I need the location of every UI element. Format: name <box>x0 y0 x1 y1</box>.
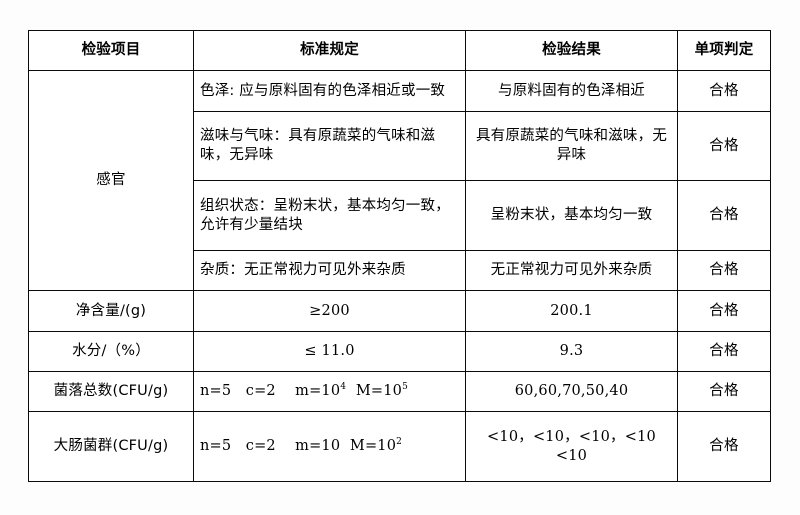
spec-M-exponent: 5 <box>402 382 408 393</box>
item-label-sensory: 感官 <box>28 70 194 292</box>
spec-sensory-texture: 组织状态：呈粉末状，基本均匀一致，允许有少量结块 <box>193 180 466 252</box>
spec-m-exponent: 4 <box>340 382 347 393</box>
spec-M-value: M=10 <box>355 383 403 400</box>
result-total-plate-count: 60,60,70,50,40 <box>465 370 678 413</box>
result-sensory-taste-odor: 具有原蔬菜的气味和滋味，无异味 <box>465 110 678 182</box>
column-header-verdict: 单项判定 <box>677 29 771 72</box>
spec-m-value: m=10 <box>295 383 341 400</box>
verdict-sensory-color: 合格 <box>677 70 771 112</box>
spec-sensory-impurity: 杂质：无正常视力可见外来杂质 <box>193 250 466 292</box>
table-row: 感官 色泽: 应与原料固有的色泽相近或一致 与原料固有的色泽相近 合格 <box>28 70 771 292</box>
spec-coliform: n=5 c=2 m=10 M=102 <box>193 411 466 482</box>
column-header-item: 检验项目 <box>28 29 194 72</box>
item-label-net-content: 净含量/(g) <box>28 290 194 332</box>
result-sensory-texture: 呈粉末状，基本均匀一致 <box>465 180 678 252</box>
table-row: 净含量/(g) ≥200 200.1 合格 <box>28 290 771 332</box>
verdict-coliform: 合格 <box>677 411 771 482</box>
result-coliform-line-2: <10 <box>555 447 588 464</box>
result-moisture: 9.3 <box>465 330 678 372</box>
spec-n-value: n=5 <box>200 383 232 400</box>
spec-sensory-taste-odor: 滋味与气味：具有原蔬菜的气味和滋味，无异味 <box>193 110 466 182</box>
table-row: 水分/（%） ≤ 11.0 9.3 合格 <box>28 330 771 372</box>
table-row: 组织状态：呈粉末状，基本均匀一致，允许有少量结块 呈粉末状，基本均匀一致 合格 <box>29 180 771 252</box>
spec-c-value: c=2 <box>245 438 276 455</box>
item-label-moisture: 水分/（%） <box>28 330 194 372</box>
table-row: 杂质：无正常视力可见外来杂质 无正常视力可见外来杂质 合格 <box>29 250 771 292</box>
verdict-total-plate-count: 合格 <box>677 370 771 413</box>
verdict-sensory-taste-odor: 合格 <box>677 110 771 182</box>
result-net-content: 200.1 <box>465 290 678 332</box>
spec-c-value: c=2 <box>245 383 276 400</box>
spec-m-value: m=10 <box>295 438 341 455</box>
table-header-row: 检验项目 标准规定 检验结果 单项判定 <box>28 29 771 72</box>
spec-M-value: M=10 <box>349 438 397 455</box>
table-row: 大肠菌群(CFU/g) n=5 c=2 m=10 M=102 <10，<10，<… <box>28 411 771 482</box>
table-row: 菌落总数(CFU/g) n=5 c=2 m=104 M=105 60,60,70… <box>28 370 771 413</box>
column-header-result: 检验结果 <box>465 29 678 72</box>
column-header-specification: 标准规定 <box>193 29 466 72</box>
result-coliform-line-1: <10，<10，<10，<10 <box>487 428 656 445</box>
spec-total-plate-count: n=5 c=2 m=104 M=105 <box>193 370 466 413</box>
verdict-net-content: 合格 <box>677 290 771 332</box>
spec-net-content: ≥200 <box>193 290 466 332</box>
inspection-report-table-wrapper: 检验项目 标准规定 检验结果 单项判定 感官 色泽: 应与原料固有的色泽相近或一… <box>28 29 771 482</box>
result-sensory-impurity: 无正常视力可见外来杂质 <box>465 250 678 292</box>
verdict-sensory-texture: 合格 <box>677 180 771 252</box>
item-label-total-plate-count: 菌落总数(CFU/g) <box>28 370 194 413</box>
inspection-report-table: 检验项目 标准规定 检验结果 单项判定 感官 色泽: 应与原料固有的色泽相近或一… <box>28 29 771 482</box>
verdict-moisture: 合格 <box>677 330 771 372</box>
spec-M-exponent: 2 <box>396 437 403 448</box>
result-sensory-color: 与原料固有的色泽相近 <box>465 70 678 112</box>
spec-moisture: ≤ 11.0 <box>193 330 466 372</box>
table-row: 滋味与气味：具有原蔬菜的气味和滋味，无异味 具有原蔬菜的气味和滋味，无异味 合格 <box>29 110 771 182</box>
item-label-coliform: 大肠菌群(CFU/g) <box>28 411 194 482</box>
spec-sensory-color: 色泽: 应与原料固有的色泽相近或一致 <box>193 70 466 112</box>
result-coliform: <10，<10，<10，<10 <10 <box>465 411 678 482</box>
spec-n-value: n=5 <box>200 438 232 455</box>
verdict-sensory-impurity: 合格 <box>677 250 771 292</box>
